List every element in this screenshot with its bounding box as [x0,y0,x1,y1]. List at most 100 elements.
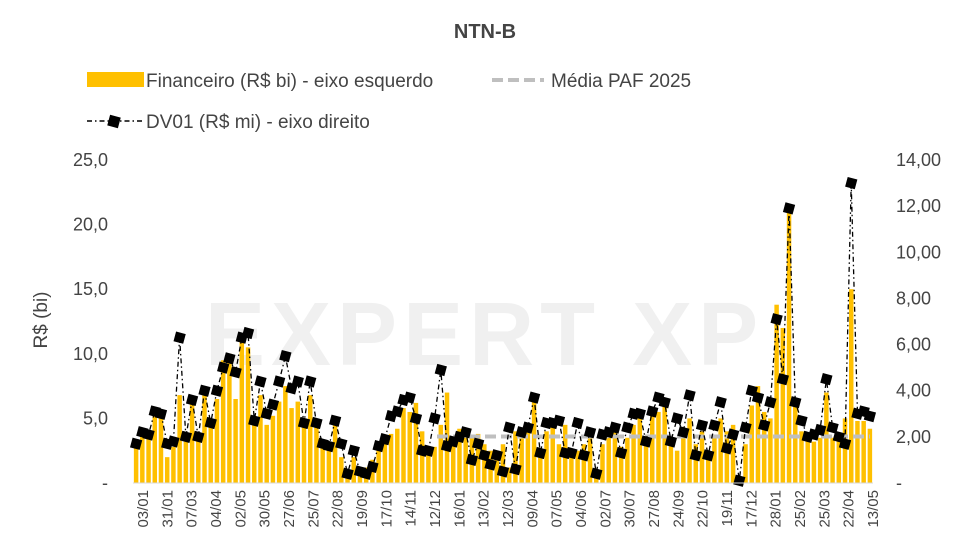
dv01-marker [173,331,186,344]
bar [575,450,580,483]
bar [730,424,736,483]
dv01-marker [409,412,423,425]
dv01-marker [328,414,342,427]
bar [307,395,313,483]
y-tick-right-label: 10,00 [896,242,941,262]
watermark: EXPERT XP [205,285,764,385]
bar [656,411,661,483]
bar [314,424,319,483]
x-tick-label: 12/03 [500,490,517,528]
bar [146,437,151,483]
bar [457,428,462,483]
bar [152,415,158,483]
x-tick-label: 09/04 [524,490,541,528]
bar [220,360,226,483]
bar [786,211,792,483]
dv01-marker [689,449,702,462]
dv01-marker [615,446,628,460]
bar [164,457,170,483]
dv01-marker [845,176,858,190]
y-tick-right-label: 8,00 [896,288,931,308]
dv01-marker [708,419,721,432]
bar [600,444,605,483]
bar [587,431,593,483]
bar [432,446,437,483]
dv01-marker [142,428,155,441]
bar [475,433,481,483]
dv01-marker [664,435,678,448]
y-tick-left-label: - [102,473,108,493]
y-tick-left-label: 10,0 [73,344,108,364]
bar [674,450,680,483]
bar [506,467,512,483]
dv01-marker [472,437,485,450]
bar [805,437,810,483]
bar [227,353,232,483]
x-tick-label: 13/02 [476,490,493,528]
bar [233,399,238,483]
y-tick-right-label: 12,00 [896,196,941,216]
x-axis: 03/01 31/01 07/03 04/04 02/05 30/05 27/06 25/07… [135,490,882,528]
chart-title: NTN-B [454,21,516,43]
bar [625,437,630,483]
x-tick-label: 31/01 [159,490,176,528]
dv01-marker [434,363,447,377]
dv01-marker [621,421,634,434]
dv01-marker [646,405,659,418]
bar [768,418,773,483]
dv01-marker [683,389,696,402]
dv01-marker [509,463,522,476]
x-tick-label: 25/03 [816,490,833,528]
bar [245,347,251,483]
bar [569,450,574,483]
x-tick-label: 19/11 [719,490,736,526]
dv01-marker [739,421,752,434]
bar [320,446,325,483]
bar [196,437,201,483]
bar [712,437,717,483]
bar [811,441,817,483]
dv01-marker [720,442,733,455]
dv01-marker [459,426,472,439]
dv01-marker [590,467,603,480]
dv01-marker [391,405,404,418]
bar [848,289,854,483]
bar [606,437,611,483]
bar [326,441,332,483]
dv01-marker [167,435,180,448]
x-tick-label: 22/10 [695,490,712,528]
x-tick-label: 27/08 [646,490,663,528]
dv01-marker [248,414,261,427]
dv01-marker [758,419,771,432]
bar [817,437,823,483]
bar [544,431,549,483]
bar [239,340,245,483]
bar [332,418,338,483]
x-tick-label: 25/02 [792,490,809,528]
dv01-marker [223,352,236,365]
y-axis-right: - 2,00 4,00 6,00 8,00 10,00 12,00 14,00 [896,150,941,493]
dv01-marker [129,437,143,450]
x-tick-label: 17/12 [743,490,760,528]
bar [855,420,860,483]
bar [581,444,587,483]
bar [618,446,624,483]
bar [401,408,406,483]
dv01-marker [751,391,765,404]
dv01-marker [583,426,597,439]
legend-bars-label: Financeiro (R$ bi) - eixo esquerdo [146,71,433,92]
dv01-marker [310,416,323,430]
x-tick-label: 25/07 [305,490,322,528]
dv01-marker [577,449,590,462]
bar [289,408,294,483]
bar [687,418,692,483]
bar [519,437,524,483]
dv01-marker [279,349,292,363]
dv01-marker [695,419,709,432]
dv01-marker [826,421,839,434]
bar [283,386,288,483]
x-tick-label: 12/12 [427,490,444,528]
x-tick-label: 19/09 [354,490,371,528]
legend-avg-label: Média PAF 2025 [551,71,691,92]
